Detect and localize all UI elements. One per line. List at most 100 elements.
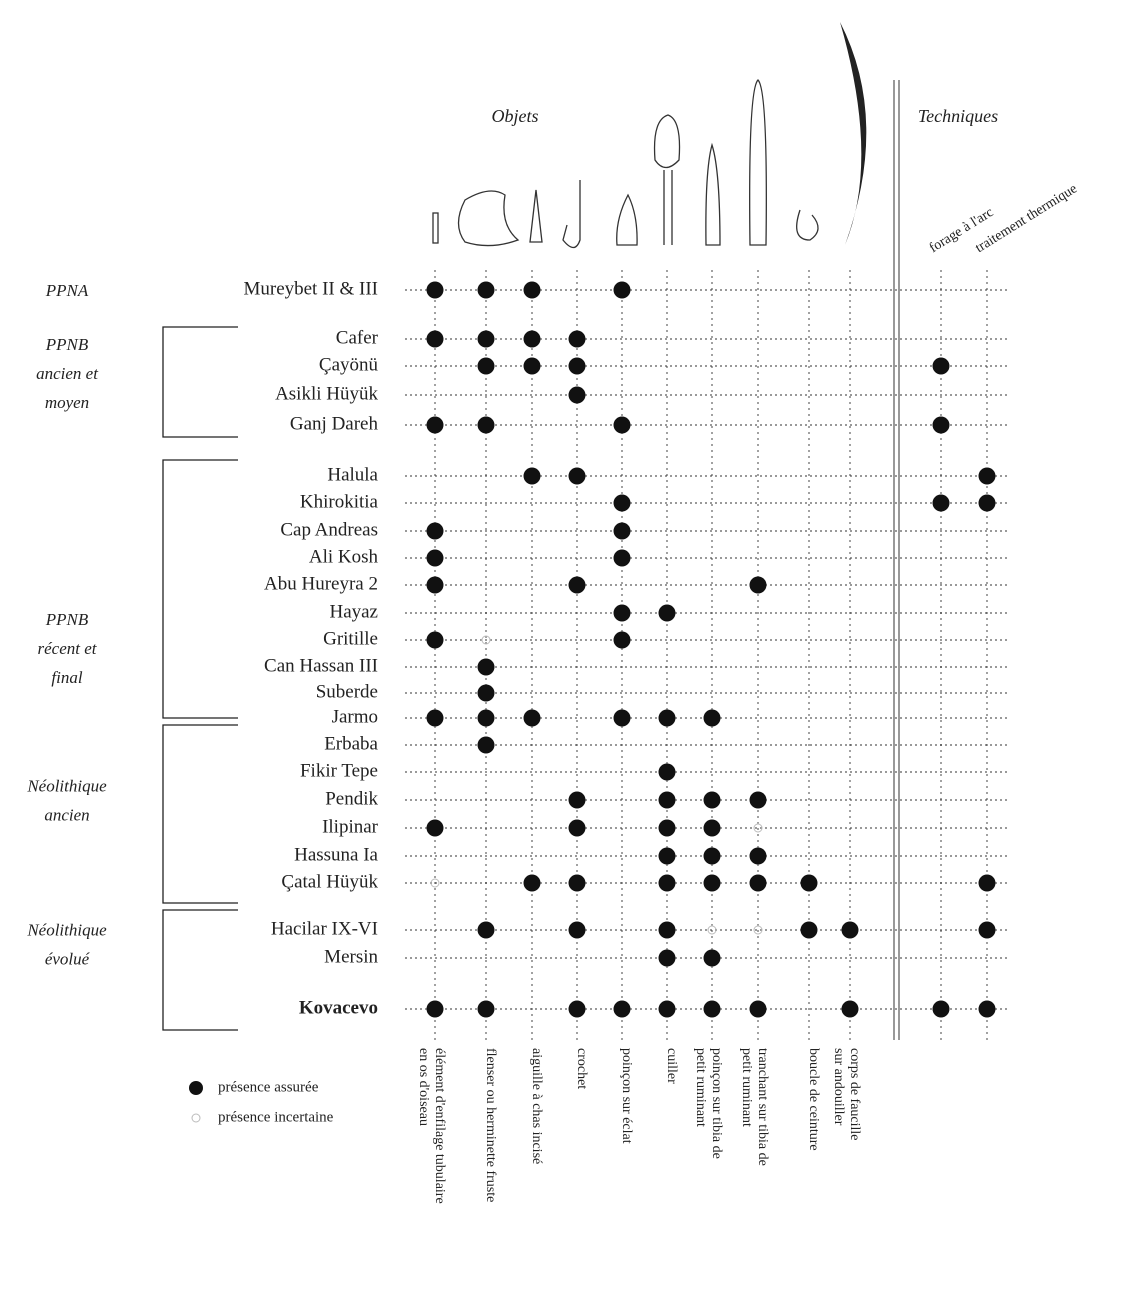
- presence-dot: [477, 281, 495, 299]
- presence-dot: [978, 874, 996, 892]
- site-name: Suberde: [316, 681, 378, 702]
- presence-dot: [978, 1000, 996, 1018]
- presence-dot: [703, 819, 721, 837]
- presence-dot: [426, 576, 444, 594]
- column-label: crochet: [574, 1048, 589, 1089]
- presence-dot: [613, 494, 631, 512]
- presence-dot: [613, 281, 631, 299]
- column-label: corps de faucille: [847, 1048, 862, 1141]
- uncertain-dot: [753, 823, 763, 833]
- period-label: moyen: [45, 393, 89, 412]
- presence-dot: [658, 874, 676, 892]
- presence-dot: [703, 709, 721, 727]
- period-label: Néolithique: [26, 920, 107, 939]
- period-bracket: [162, 909, 238, 1031]
- presence-dot: [568, 1000, 586, 1018]
- presence-dot: [841, 1000, 859, 1018]
- site-name: Hassuna Ia: [294, 844, 378, 865]
- presence-dot: [477, 330, 495, 348]
- presence-dot: [426, 819, 444, 837]
- presence-dot: [426, 522, 444, 540]
- presence-dot: [613, 604, 631, 622]
- presence-dot: [703, 791, 721, 809]
- objects-header: Objets: [492, 106, 539, 126]
- presence-dot: [932, 416, 950, 434]
- presence-dot: [703, 874, 721, 892]
- presence-dot: [749, 1000, 767, 1018]
- presence-dot: [613, 709, 631, 727]
- presence-dot: [426, 549, 444, 567]
- presence-dot: [568, 467, 586, 485]
- presence-dot: [613, 1000, 631, 1018]
- site-name: Halula: [327, 464, 378, 485]
- site-name: Çayönü: [319, 354, 379, 375]
- presence-dot: [568, 819, 586, 837]
- site-name: Çatal Hüyük: [281, 871, 378, 892]
- site-name: Fikir Tepe: [300, 760, 378, 781]
- site-name: Gritille: [323, 628, 378, 649]
- presence-dot: [800, 921, 818, 939]
- presence-dot: [523, 467, 541, 485]
- period-label: Néolithique: [26, 776, 107, 795]
- presence-dot: [978, 467, 996, 485]
- site-name: Hayaz: [329, 601, 378, 622]
- column-label: flenser ou herminette fruste: [483, 1048, 498, 1202]
- presence-dot: [523, 357, 541, 375]
- presence-dot: [978, 494, 996, 512]
- presence-dot: [523, 281, 541, 299]
- column-label: poinçon sur éclat: [619, 1048, 634, 1144]
- site-name: Pendik: [325, 788, 378, 809]
- period-label: ancien et: [36, 364, 99, 383]
- site-name: Khirokitia: [300, 491, 379, 512]
- presence-dot: [477, 709, 495, 727]
- presence-dot: [613, 416, 631, 434]
- site-name: Ilipinar: [322, 816, 379, 837]
- column-label: aiguille à chas incisé: [529, 1048, 544, 1164]
- presence-dot: [477, 921, 495, 939]
- presence-dot: [426, 631, 444, 649]
- period-label: ancien: [44, 805, 89, 824]
- presence-dot: [749, 576, 767, 594]
- presence-dot: [932, 357, 950, 375]
- column-label: petit ruminant: [739, 1048, 754, 1127]
- column-label: sur andouiller: [831, 1048, 846, 1126]
- presence-dot: [613, 631, 631, 649]
- column-label: cuiller: [664, 1048, 679, 1084]
- presence-dot: [613, 549, 631, 567]
- presence-dot: [800, 874, 818, 892]
- site-name: Abu Hureyra 2: [264, 573, 378, 594]
- column-label: élément d'enfilage tubulaire: [432, 1048, 447, 1204]
- presence-dot: [658, 604, 676, 622]
- presence-dot: [426, 416, 444, 434]
- presence-dot: [477, 658, 495, 676]
- presence-dot: [477, 357, 495, 375]
- presence-dot: [477, 1000, 495, 1018]
- presence-dot: [568, 921, 586, 939]
- period-bracket: [162, 326, 238, 438]
- presence-dot: [523, 330, 541, 348]
- presence-dot: [932, 494, 950, 512]
- uncertain-dot: [707, 925, 717, 935]
- legend-dot-uncertain: [191, 1113, 201, 1123]
- column-label: en os d'oiseau: [416, 1048, 431, 1126]
- presence-dot: [477, 736, 495, 754]
- site-name: Hacilar IX-VI: [271, 918, 378, 939]
- presence-dot: [568, 330, 586, 348]
- presence-dot: [658, 791, 676, 809]
- presence-dot: [658, 819, 676, 837]
- presence-dot: [658, 949, 676, 967]
- presence-dot: [568, 357, 586, 375]
- presence-dot: [749, 791, 767, 809]
- presence-dot: [568, 576, 586, 594]
- site-name: Jarmo: [332, 706, 378, 727]
- presence-dot: [523, 874, 541, 892]
- presence-dot: [658, 1000, 676, 1018]
- presence-dot: [426, 330, 444, 348]
- uncertain-dot: [481, 635, 491, 645]
- legend-dot: [189, 1081, 203, 1095]
- presence-dot: [703, 1000, 721, 1018]
- site-name: Mureybet II & III: [243, 278, 378, 299]
- presence-dot: [568, 791, 586, 809]
- presence-dot: [703, 949, 721, 967]
